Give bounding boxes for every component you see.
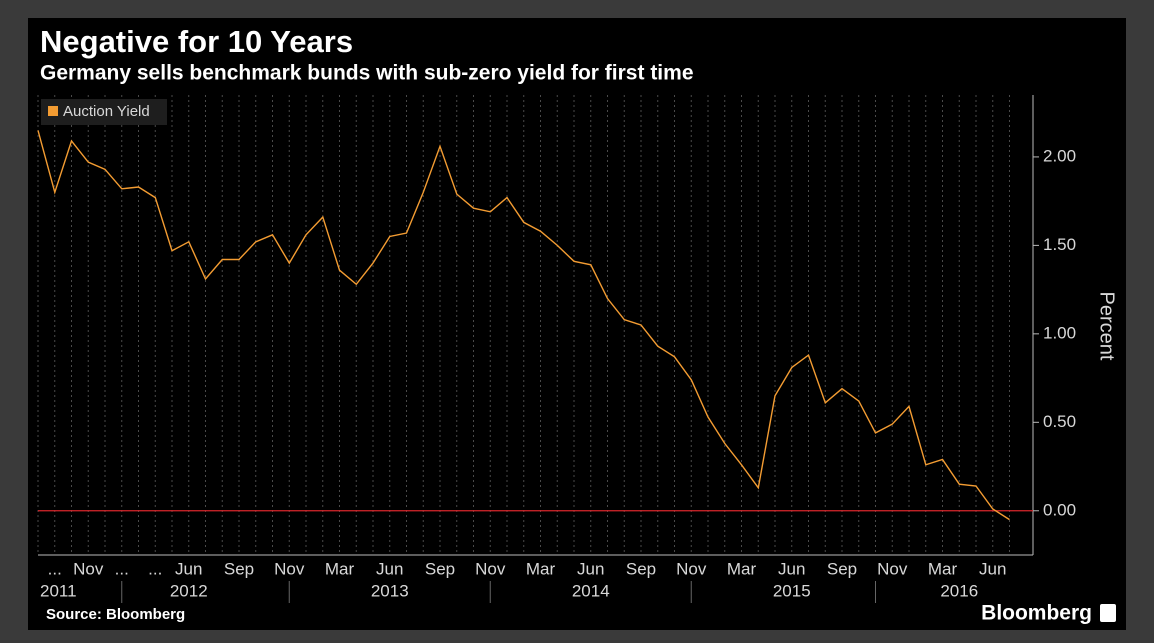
x-year-label: 2014: [572, 581, 610, 600]
x-year-label: 2015: [773, 581, 811, 600]
x-tick-label: Sep: [827, 559, 857, 578]
x-year-label: 2011: [40, 581, 77, 600]
y-tick-label: 2.00: [1043, 146, 1076, 165]
y-tick-label: 1.50: [1043, 235, 1076, 254]
legend-swatch: [48, 106, 58, 116]
chart-title: Negative for 10 Years: [40, 24, 353, 59]
y-tick-label: 0.00: [1043, 500, 1076, 519]
x-tick-label: ...: [148, 559, 162, 578]
brand-icon: [1100, 604, 1116, 622]
x-tick-label: ...: [115, 559, 129, 578]
legend-label: Auction Yield: [63, 103, 150, 120]
x-tick-label: Jun: [175, 559, 202, 578]
x-tick-label: Jun: [577, 559, 604, 578]
x-tick-label: Nov: [274, 559, 305, 578]
y-tick-label: 1.00: [1043, 323, 1076, 342]
series-line: [37, 130, 1010, 521]
x-tick-label: Jun: [778, 559, 805, 578]
x-tick-label: Nov: [676, 559, 707, 578]
y-axis-label: Percent: [1096, 292, 1118, 361]
legend-box: [41, 99, 167, 125]
x-tick-label: Mar: [526, 559, 556, 578]
x-year-label: 2013: [371, 581, 409, 600]
x-tick-label: Sep: [224, 559, 254, 578]
x-tick-label: Nov: [877, 559, 908, 578]
chart-background: [28, 18, 1126, 630]
x-tick-label: Nov: [475, 559, 506, 578]
x-tick-label: Sep: [425, 559, 455, 578]
x-tick-label: Jun: [979, 559, 1006, 578]
x-tick-label: Sep: [626, 559, 656, 578]
x-tick-label: Mar: [325, 559, 355, 578]
x-year-label: 2016: [940, 581, 978, 600]
x-tick-label: Jun: [376, 559, 403, 578]
x-tick-label: ...: [48, 559, 62, 578]
x-tick-label: Mar: [928, 559, 958, 578]
chart-subtitle: Germany sells benchmark bunds with sub-z…: [40, 62, 694, 85]
source: Source: Bloomberg: [46, 606, 185, 623]
brand: Bloomberg: [981, 602, 1092, 625]
y-tick-label: 0.50: [1043, 412, 1076, 431]
x-year-label: 2012: [170, 581, 208, 600]
x-tick-label: Nov: [73, 559, 104, 578]
x-tick-label: Mar: [727, 559, 757, 578]
